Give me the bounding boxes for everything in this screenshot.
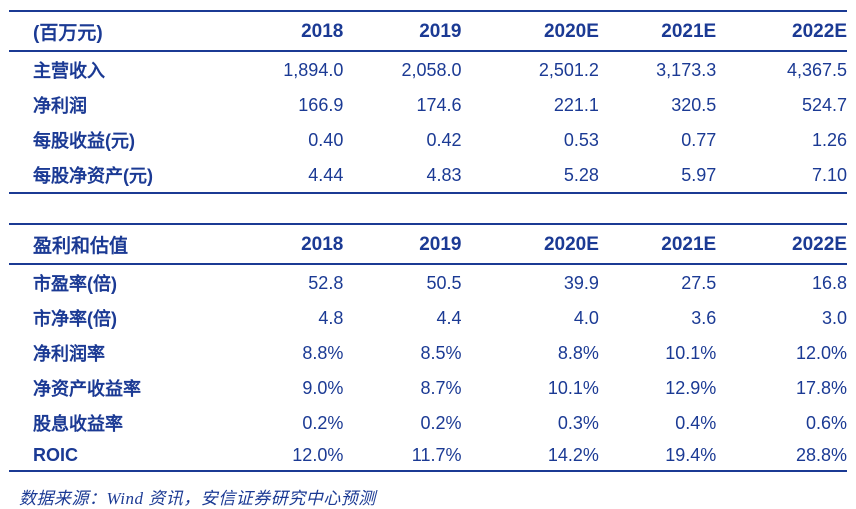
cell-value: 2,501.2 [538, 59, 599, 80]
table-gap [9, 194, 847, 223]
cell-value: 0.6% [805, 412, 847, 433]
cell-value: 12.9% [665, 377, 717, 398]
table-row-eps: 每股收益(元) 0.40 0.42 0.53 0.77 1.26 [9, 122, 847, 157]
cell-value: 10.1% [547, 377, 599, 398]
cell-value: 17.8% [795, 377, 847, 398]
cell-value: 3,173.3 [656, 59, 717, 80]
valuation-header-row: 盈利和估值 2018 2019 2020E 2021E 2022E [9, 224, 847, 264]
cell-value: 0.2% [302, 412, 344, 433]
cell-value: 320.5 [671, 94, 717, 115]
row-label: 市盈率(倍) [33, 274, 117, 294]
cell-value: 4,367.5 [786, 59, 847, 80]
cell-value: 39.9 [563, 272, 599, 293]
column-header-2020e: 2020E [543, 233, 599, 255]
row-label: 净资产收益率 [33, 379, 141, 399]
cell-value: 14.2% [547, 445, 599, 465]
cell-value: 0.77 [681, 129, 717, 150]
financials-header-row: (百万元) 2018 2019 2020E 2021E 2022E [9, 11, 847, 51]
cell-value: 1,894.0 [283, 59, 344, 80]
table-row-net-profit: 净利润 166.9 174.6 221.1 320.5 524.7 [9, 87, 847, 122]
cell-value: 0.4% [675, 412, 717, 433]
cell-value: 10.1% [665, 342, 717, 363]
cell-value: 221.1 [553, 94, 599, 115]
table-row-pe: 市盈率(倍) 52.8 50.5 39.9 27.5 16.8 [9, 264, 847, 300]
cell-value: 4.44 [308, 164, 344, 185]
column-header-2021e: 2021E [661, 233, 717, 255]
table-row-dividend-yield: 股息收益率 0.2% 0.2% 0.3% 0.4% 0.6% [9, 405, 847, 440]
cell-value: 8.8% [557, 342, 599, 363]
valuation-table-title: 盈利和估值 [33, 236, 129, 257]
column-header-2021e: 2021E [661, 20, 717, 42]
column-header-2019: 2019 [419, 233, 462, 255]
cell-value: 2,058.0 [401, 59, 462, 80]
cell-value: 12.0% [795, 342, 847, 363]
cell-value: 8.8% [302, 342, 344, 363]
table-row-revenue: 主营收入 1,894.0 2,058.0 2,501.2 3,173.3 4,3… [9, 51, 847, 87]
column-header-2018: 2018 [301, 20, 344, 42]
data-source-note: 数据来源：Wind 资讯，安信证券研究中心预测 [19, 489, 376, 508]
cell-value: 0.53 [563, 129, 599, 150]
financials-table: (百万元) 2018 2019 2020E 2021E 2022E 主营收入 1… [9, 10, 847, 194]
cell-value: 8.7% [420, 377, 462, 398]
cell-value: 7.10 [811, 164, 847, 185]
cell-value: 5.28 [563, 164, 599, 185]
cell-value: 28.8% [795, 445, 847, 465]
cell-value: 52.8 [308, 272, 344, 293]
table-row-bvps: 每股净资产(元) 4.44 4.83 5.28 5.97 7.10 [9, 157, 847, 193]
cell-value: 11.7% [411, 445, 462, 465]
cell-value: 4.0 [573, 307, 599, 328]
cell-value: 0.40 [308, 129, 344, 150]
cell-value: 174.6 [416, 94, 462, 115]
cell-value: 3.6 [691, 307, 717, 328]
row-label: 股息收益率 [33, 414, 123, 434]
cell-value: 50.5 [426, 272, 462, 293]
cell-value: 4.8 [318, 307, 344, 328]
cell-value: 524.7 [801, 94, 847, 115]
cell-value: 12.0% [292, 445, 344, 465]
cell-value: 0.42 [426, 129, 462, 150]
row-label: 市净率(倍) [33, 309, 117, 329]
valuation-table: 盈利和估值 2018 2019 2020E 2021E 2022E 市盈率(倍)… [9, 223, 847, 472]
row-label: 净利润率 [33, 344, 105, 364]
cell-value: 27.5 [681, 272, 717, 293]
cell-value: 8.5% [420, 342, 462, 363]
cell-value: 166.9 [298, 94, 344, 115]
cell-value: 4.83 [426, 164, 462, 185]
cell-value: 0.2% [420, 412, 462, 433]
table-row-net-margin: 净利润率 8.8% 8.5% 8.8% 10.1% 12.0% [9, 335, 847, 370]
column-header-2022e: 2022E [792, 233, 847, 255]
report-summary-page: (百万元) 2018 2019 2020E 2021E 2022E 主营收入 1… [9, 10, 847, 508]
row-label: 主营收入 [33, 61, 105, 81]
row-label: 每股收益(元) [33, 131, 135, 151]
cell-value: 3.0 [821, 307, 847, 328]
cell-value: 5.97 [681, 164, 717, 185]
cell-value: 16.8 [811, 272, 847, 293]
cell-value: 1.26 [811, 129, 847, 150]
table-row-roe: 净资产收益率 9.0% 8.7% 10.1% 12.9% 17.8% [9, 370, 847, 405]
row-label: 每股净资产(元) [33, 166, 153, 186]
row-label: 净利润 [33, 96, 87, 116]
cell-value: 0.3% [557, 412, 599, 433]
cell-value: 9.0% [302, 377, 344, 398]
column-header-2018: 2018 [301, 233, 344, 255]
column-header-2019: 2019 [419, 20, 462, 42]
row-label: ROIC [33, 445, 78, 465]
column-header-2020e: 2020E [543, 20, 599, 42]
unit-label: (百万元) [33, 23, 103, 44]
cell-value: 19.4% [665, 445, 717, 465]
table-row-pb: 市净率(倍) 4.8 4.4 4.0 3.6 3.0 [9, 300, 847, 335]
column-header-2022e: 2022E [792, 20, 847, 42]
cell-value: 4.4 [436, 307, 462, 328]
table-row-roic: ROIC 12.0% 11.7% 14.2% 19.4% 28.8% [9, 440, 847, 471]
